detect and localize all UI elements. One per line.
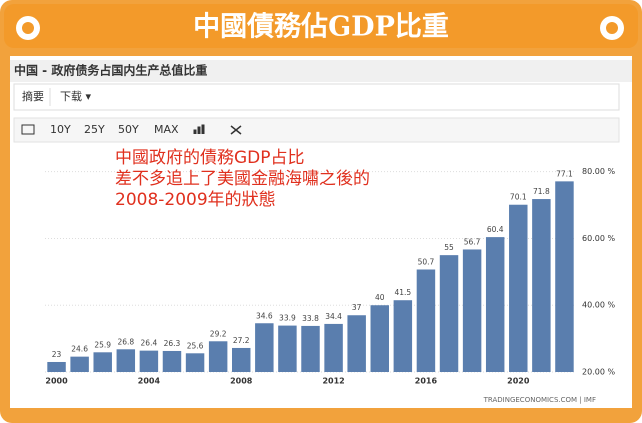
bar: [139, 350, 159, 372]
range-button[interactable]: 25Y: [84, 123, 105, 136]
header-circle-inner: [22, 22, 34, 34]
bar: [208, 341, 228, 372]
bar: [93, 352, 112, 372]
page-title: 中国 - 政府债务占国内生产总值比重: [14, 63, 207, 78]
x-tick-label: 2004: [138, 377, 161, 386]
annotation: 差不多追上了美國金融海嘯之後的: [115, 169, 370, 189]
compare-icon[interactable]: [230, 125, 242, 135]
header-title: 中國債務佔GDP比重: [193, 12, 449, 43]
bar: [185, 353, 205, 372]
value-label: 23: [52, 350, 62, 359]
y-tick-label: 80.00 %: [582, 167, 615, 176]
value-label: 34.4: [325, 312, 342, 321]
value-label: 70.1: [510, 193, 527, 202]
x-tick-label: 2008: [230, 377, 253, 386]
x-tick-label: 2020: [507, 377, 530, 386]
value-label: 37: [352, 303, 362, 312]
value-label: 56.7: [464, 237, 481, 246]
bar: [255, 323, 274, 372]
value-label: 33.9: [279, 314, 296, 323]
value-label: 25.9: [94, 340, 111, 349]
value-label: 26.4: [141, 339, 158, 348]
bar: [439, 255, 459, 372]
x-tick-label: 2016: [415, 377, 438, 386]
source: TRADINGECONOMICS.COM | IMF: [483, 396, 596, 404]
table-icon[interactable]: [21, 124, 35, 135]
value-label: 60.4: [487, 225, 504, 234]
bar: [70, 356, 89, 372]
annotation: 2008-2009年的狀態: [115, 190, 276, 210]
bar: [532, 199, 551, 372]
value-label: 26.8: [117, 337, 134, 346]
bar: [347, 315, 366, 372]
bar: [324, 323, 343, 372]
bar: [278, 325, 297, 372]
bar: [416, 269, 436, 372]
bar: [555, 181, 574, 372]
x-tick-label: 2012: [322, 377, 344, 386]
header-band: [4, 4, 638, 48]
value-label: 26.3: [164, 339, 181, 348]
range-button[interactable]: 50Y: [118, 123, 139, 136]
bar: [462, 249, 482, 372]
header-circle-inner: [606, 22, 618, 34]
chart-type-icon[interactable]: [193, 124, 205, 134]
value-label: 71.8: [533, 187, 550, 196]
value-label: 40: [375, 293, 385, 302]
annotation: 中國政府的債務GDP占比: [115, 148, 305, 168]
panel: [10, 56, 632, 408]
bar: [116, 349, 136, 372]
bar: [370, 305, 389, 372]
value-label: 50.7: [418, 258, 435, 267]
bar: [485, 237, 505, 372]
value-label: 55: [444, 243, 454, 252]
y-tick-label: 40.00 %: [582, 301, 615, 310]
value-label: 41.5: [394, 288, 411, 297]
value-label: 77.1: [556, 169, 573, 178]
bar: [232, 347, 251, 372]
value-label: 27.2: [233, 336, 250, 345]
bar: [162, 350, 182, 372]
bar: [509, 204, 528, 372]
x-tick-label: 2000: [45, 377, 68, 386]
value-label: 33.8: [302, 314, 319, 323]
value-label: 24.6: [71, 345, 88, 354]
y-tick-label: 20.00 %: [582, 368, 615, 377]
range-button[interactable]: MAX: [154, 123, 179, 136]
toolbar: [13, 117, 620, 143]
bar: [301, 325, 320, 372]
range-button[interactable]: 10Y: [50, 123, 71, 136]
value-label: 34.6: [256, 311, 273, 320]
value-label: 25.6: [187, 341, 204, 350]
bar: [393, 300, 413, 372]
y-tick-label: 60.00 %: [582, 234, 615, 243]
title-strip: [10, 60, 632, 82]
bar: [47, 361, 66, 372]
tab-bar: [13, 83, 620, 111]
tab[interactable]: 摘要: [22, 89, 44, 103]
tab[interactable]: 下载 ▾: [60, 90, 91, 103]
value-label: 29.2: [210, 329, 227, 338]
